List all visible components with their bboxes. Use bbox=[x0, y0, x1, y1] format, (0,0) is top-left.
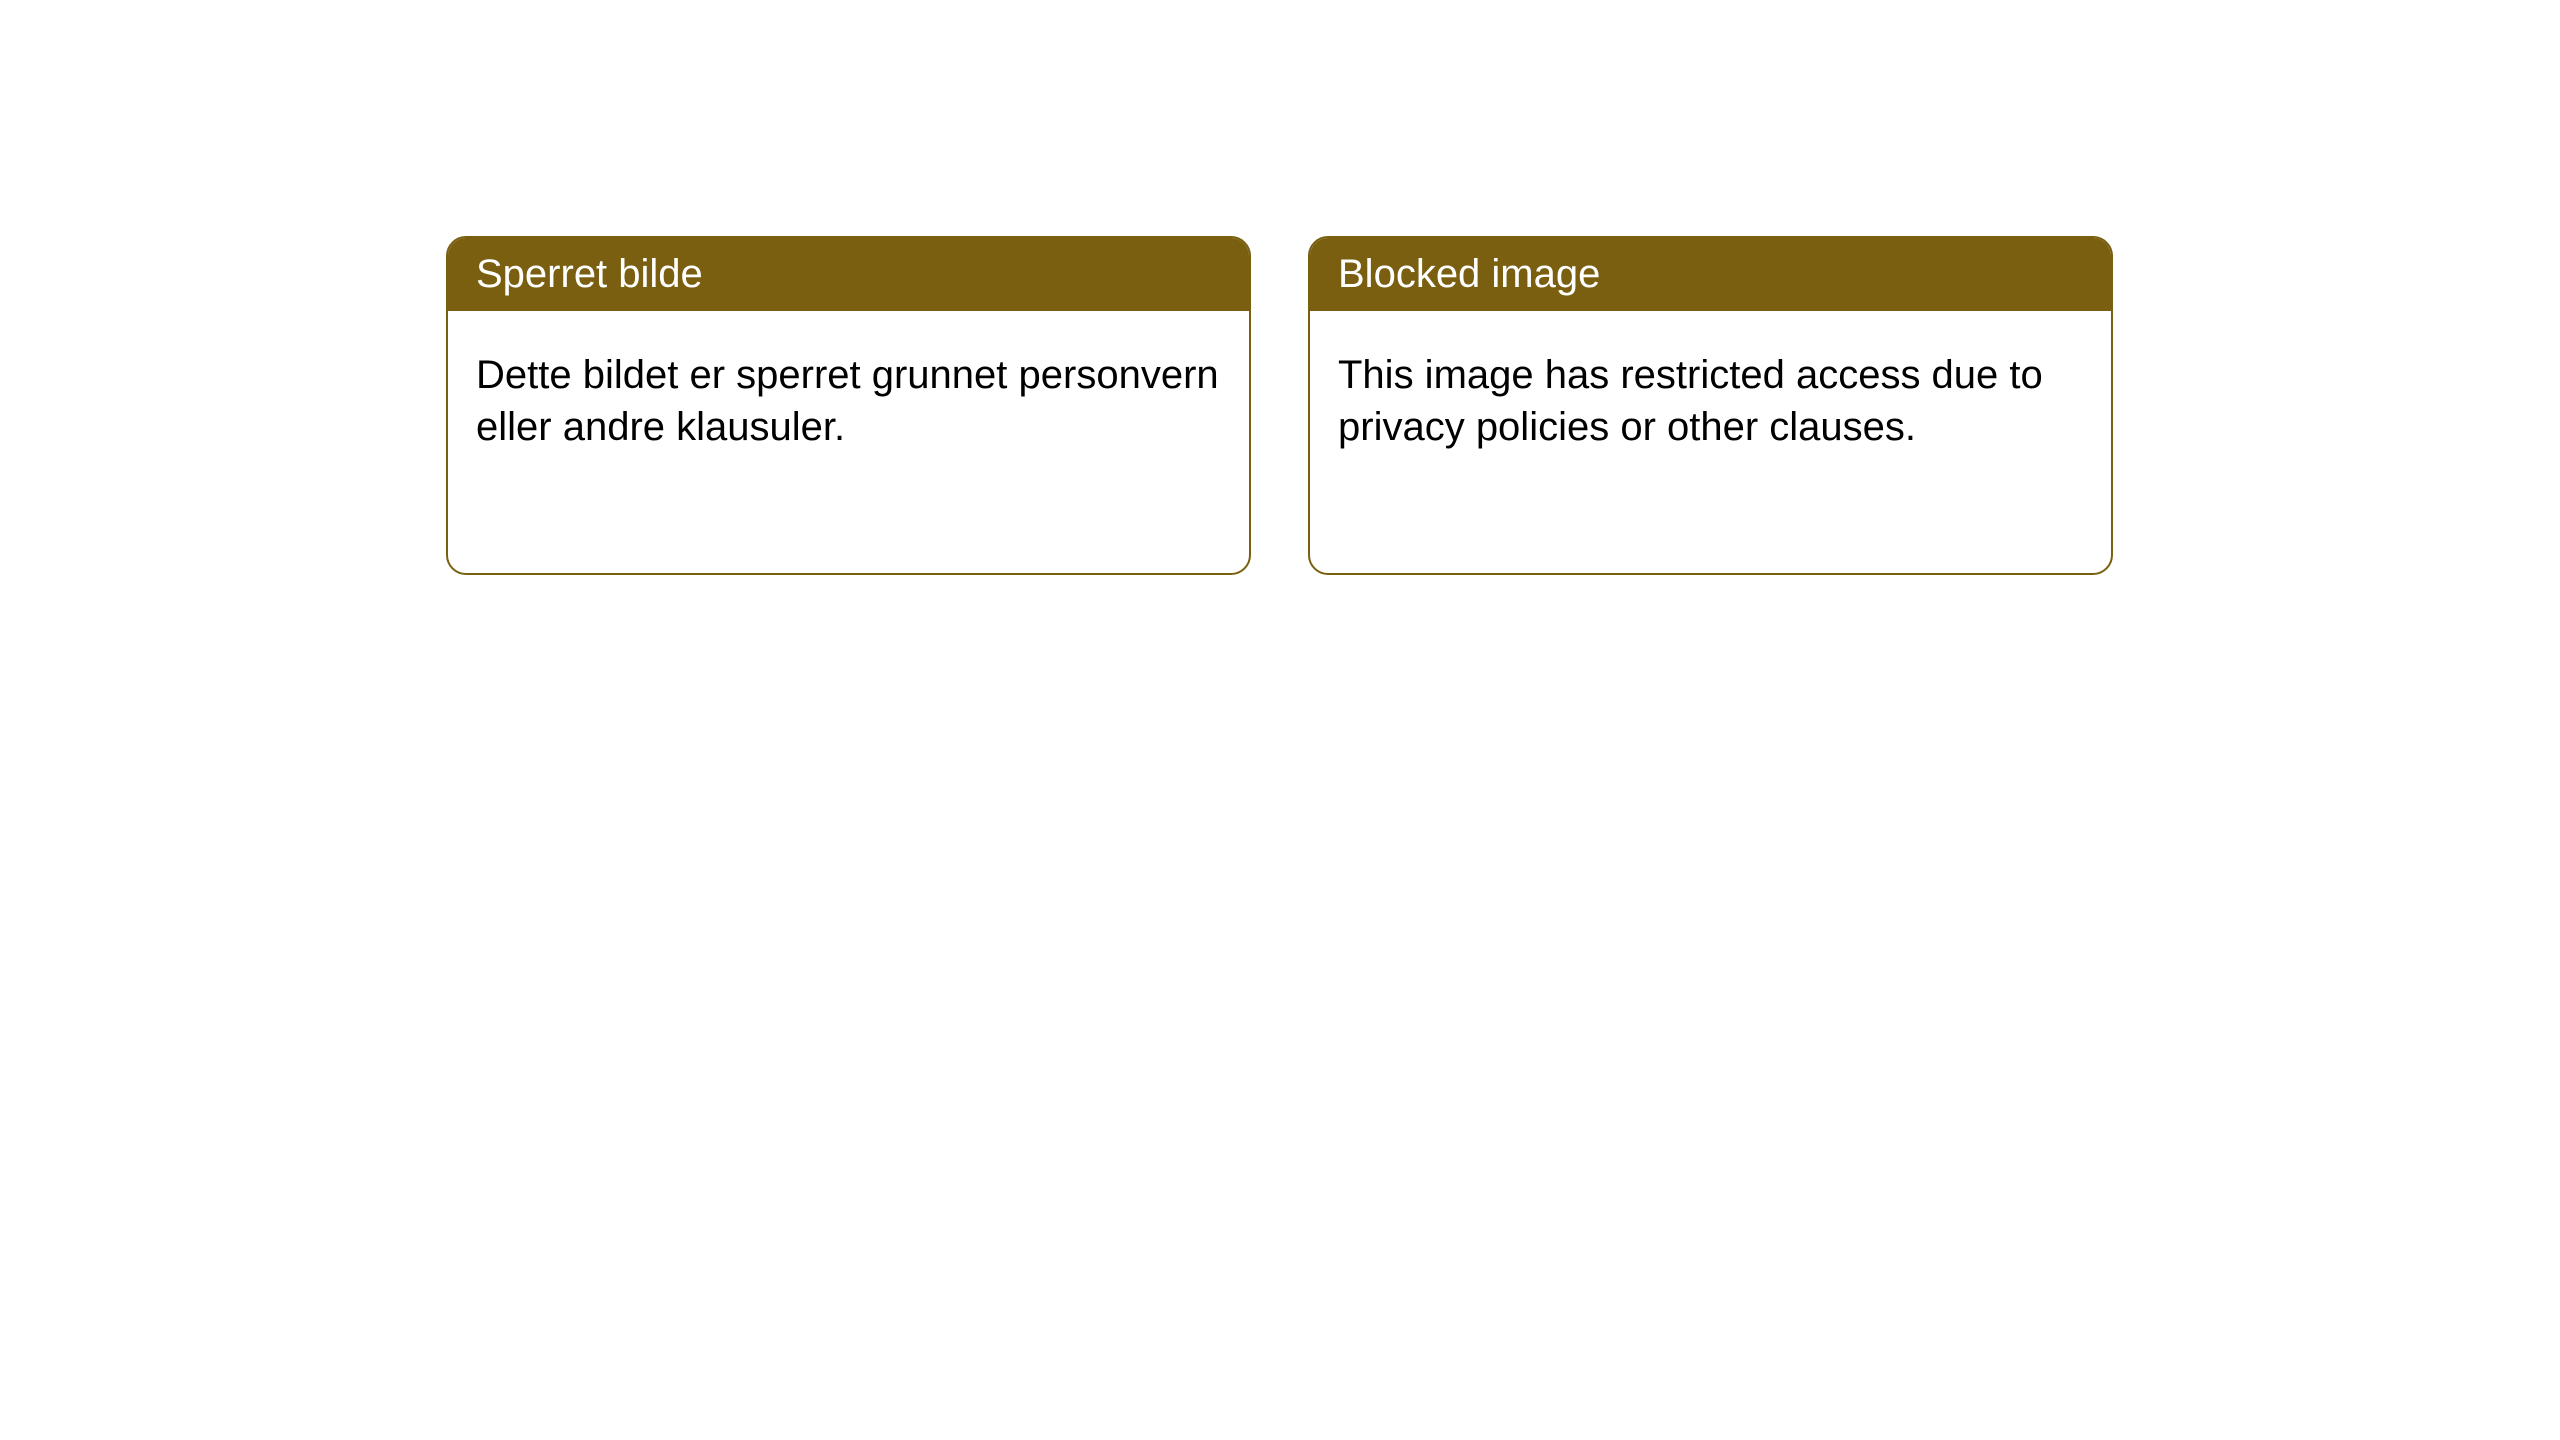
notice-card-no: Sperret bilde Dette bildet er sperret gr… bbox=[446, 236, 1251, 575]
notice-header-en: Blocked image bbox=[1310, 238, 2111, 311]
notice-body-text-no: Dette bildet er sperret grunnet personve… bbox=[476, 353, 1219, 449]
notice-body-text-en: This image has restricted access due to … bbox=[1338, 353, 2043, 449]
notice-title-no: Sperret bilde bbox=[476, 252, 703, 296]
notice-title-en: Blocked image bbox=[1338, 252, 1600, 296]
notice-container: Sperret bilde Dette bildet er sperret gr… bbox=[446, 236, 2113, 575]
notice-body-en: This image has restricted access due to … bbox=[1310, 311, 2111, 491]
notice-card-en: Blocked image This image has restricted … bbox=[1308, 236, 2113, 575]
notice-body-no: Dette bildet er sperret grunnet personve… bbox=[448, 311, 1249, 491]
notice-header-no: Sperret bilde bbox=[448, 238, 1249, 311]
